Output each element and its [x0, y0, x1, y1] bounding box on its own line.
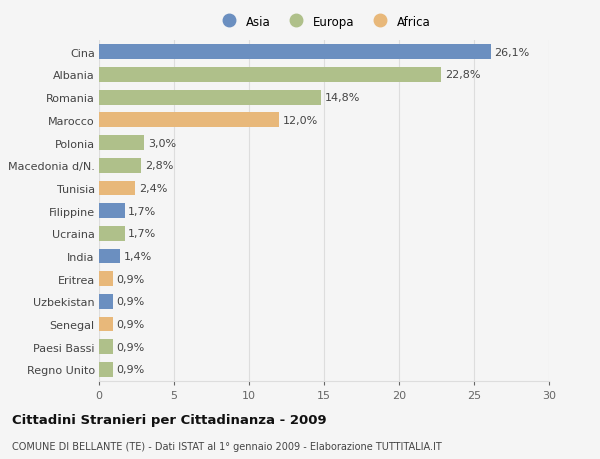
- Bar: [99, 90, 321, 105]
- Bar: [99, 272, 113, 286]
- Text: 26,1%: 26,1%: [494, 48, 530, 58]
- Text: 22,8%: 22,8%: [445, 70, 480, 80]
- Text: 1,7%: 1,7%: [128, 206, 157, 216]
- Bar: [99, 136, 144, 151]
- Text: 1,4%: 1,4%: [124, 252, 152, 262]
- Bar: [99, 68, 441, 83]
- Text: 0,9%: 0,9%: [116, 342, 145, 352]
- Text: 12,0%: 12,0%: [283, 116, 318, 126]
- Text: Cittadini Stranieri per Cittadinanza - 2009: Cittadini Stranieri per Cittadinanza - 2…: [12, 413, 326, 426]
- Text: 14,8%: 14,8%: [325, 93, 360, 103]
- Legend: Asia, Europa, Africa: Asia, Europa, Africa: [215, 13, 433, 31]
- Text: 0,9%: 0,9%: [116, 274, 145, 284]
- Bar: [99, 45, 491, 60]
- Bar: [99, 158, 141, 173]
- Text: 0,9%: 0,9%: [116, 364, 145, 375]
- Bar: [99, 113, 279, 128]
- Text: 3,0%: 3,0%: [148, 138, 176, 148]
- Bar: [99, 226, 125, 241]
- Bar: [99, 204, 125, 218]
- Text: 1,7%: 1,7%: [128, 229, 157, 239]
- Text: COMUNE DI BELLANTE (TE) - Dati ISTAT al 1° gennaio 2009 - Elaborazione TUTTITALI: COMUNE DI BELLANTE (TE) - Dati ISTAT al …: [12, 441, 442, 451]
- Bar: [99, 340, 113, 354]
- Bar: [99, 181, 135, 196]
- Text: 2,8%: 2,8%: [145, 161, 173, 171]
- Bar: [99, 294, 113, 309]
- Text: 0,9%: 0,9%: [116, 319, 145, 330]
- Bar: [99, 362, 113, 377]
- Text: 2,4%: 2,4%: [139, 184, 167, 194]
- Bar: [99, 317, 113, 332]
- Bar: [99, 249, 120, 264]
- Text: 0,9%: 0,9%: [116, 297, 145, 307]
